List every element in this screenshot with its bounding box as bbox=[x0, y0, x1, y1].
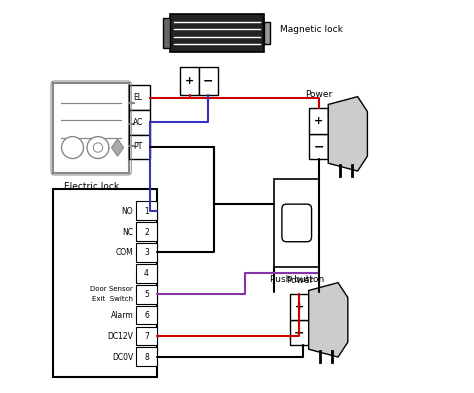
Text: Exit  Switch: Exit Switch bbox=[92, 296, 133, 302]
Polygon shape bbox=[111, 139, 124, 156]
Text: NC: NC bbox=[122, 228, 133, 237]
Circle shape bbox=[62, 137, 83, 158]
Bar bbox=[137, 327, 157, 345]
Bar bbox=[310, 108, 328, 134]
Bar bbox=[180, 67, 199, 95]
Text: +: + bbox=[295, 302, 304, 312]
Bar bbox=[310, 134, 328, 159]
Bar bbox=[137, 222, 157, 241]
FancyBboxPatch shape bbox=[282, 204, 311, 242]
Text: PT: PT bbox=[133, 142, 143, 151]
Bar bbox=[290, 294, 309, 320]
Text: 3: 3 bbox=[144, 248, 149, 257]
Polygon shape bbox=[309, 283, 348, 357]
Text: −: − bbox=[294, 326, 304, 339]
Text: Door Sensor: Door Sensor bbox=[91, 286, 133, 292]
Bar bbox=[137, 347, 157, 366]
Bar bbox=[274, 179, 319, 267]
Bar bbox=[53, 83, 129, 173]
Text: DC12V: DC12V bbox=[107, 332, 133, 341]
Bar bbox=[171, 15, 264, 51]
Bar bbox=[129, 85, 150, 110]
Text: DC0V: DC0V bbox=[112, 353, 133, 362]
Text: 4: 4 bbox=[144, 269, 149, 278]
Text: Alarm: Alarm bbox=[110, 311, 133, 320]
Text: −: − bbox=[314, 140, 324, 153]
Text: +: + bbox=[314, 116, 323, 126]
Text: +: + bbox=[185, 76, 194, 86]
Text: NO: NO bbox=[122, 207, 133, 216]
Text: Electric lock: Electric lock bbox=[64, 182, 118, 191]
Text: 6: 6 bbox=[144, 311, 149, 320]
Bar bbox=[129, 135, 150, 159]
Text: 5: 5 bbox=[144, 290, 149, 299]
Bar bbox=[163, 18, 171, 48]
Bar bbox=[53, 189, 157, 376]
Bar bbox=[137, 264, 157, 283]
Text: Power: Power bbox=[305, 90, 332, 99]
Bar bbox=[129, 110, 150, 135]
Circle shape bbox=[93, 143, 103, 152]
Text: 1: 1 bbox=[144, 207, 149, 216]
Bar bbox=[137, 243, 157, 262]
Text: EL: EL bbox=[133, 93, 142, 102]
Text: 2: 2 bbox=[144, 228, 149, 237]
Text: AC: AC bbox=[133, 118, 144, 127]
Text: 8: 8 bbox=[144, 353, 149, 362]
Bar bbox=[199, 67, 218, 95]
Text: 7: 7 bbox=[144, 332, 149, 341]
Text: Power: Power bbox=[286, 275, 313, 285]
Bar bbox=[290, 320, 309, 345]
Circle shape bbox=[87, 137, 109, 158]
Text: Push button: Push button bbox=[270, 275, 324, 285]
Bar bbox=[137, 306, 157, 325]
Bar bbox=[137, 201, 157, 220]
Polygon shape bbox=[328, 97, 367, 171]
Bar bbox=[264, 22, 270, 44]
Text: COM: COM bbox=[116, 248, 133, 257]
Text: −: − bbox=[203, 75, 214, 88]
Bar bbox=[137, 285, 157, 303]
Text: Magnetic lock: Magnetic lock bbox=[280, 25, 343, 34]
